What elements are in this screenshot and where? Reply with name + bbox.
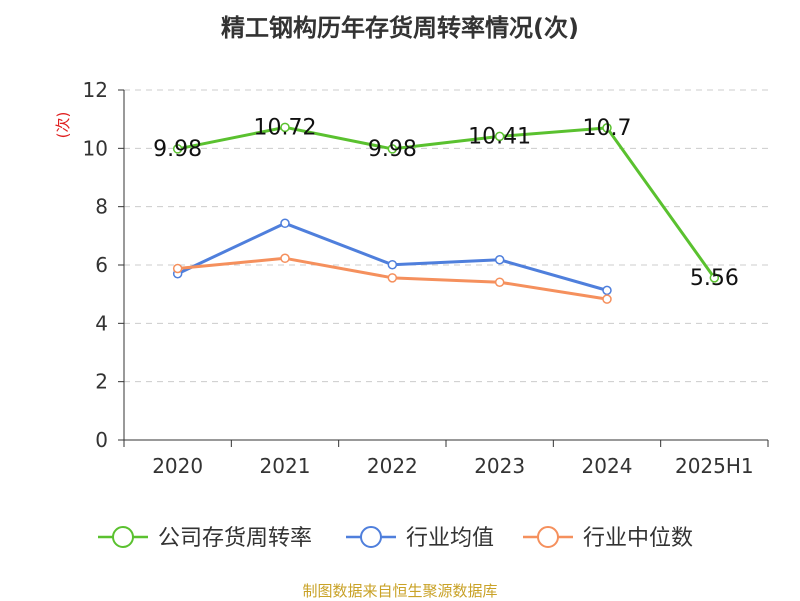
data-labels: 9.98 10.72 9.98 10.41 10.7 5.56 xyxy=(153,115,739,291)
y-tick-label: 4 xyxy=(95,311,108,335)
data-point xyxy=(280,218,290,229)
data-point xyxy=(494,277,505,287)
legend-label: 公司存货周转率 xyxy=(158,526,312,551)
y-tick-label: 0 xyxy=(95,428,108,452)
data-label: 10.7 xyxy=(583,116,632,141)
y-tick-label: 8 xyxy=(95,195,108,219)
data-point xyxy=(387,259,398,270)
y-tick-label: 10 xyxy=(83,136,108,160)
x-tick-label: 2021 xyxy=(260,454,311,478)
data-point xyxy=(387,273,398,283)
data-label: 5.56 xyxy=(690,266,739,291)
data-point xyxy=(280,122,290,133)
data-label: 9.98 xyxy=(153,137,202,162)
data-point xyxy=(494,131,505,142)
data-point xyxy=(602,123,612,133)
data-label: 10.72 xyxy=(254,115,317,140)
series-line xyxy=(177,125,716,279)
grid-lines xyxy=(124,89,768,383)
data-label: 9.98 xyxy=(368,137,417,162)
data-point xyxy=(494,255,505,265)
legend-swatch-marker xyxy=(360,526,382,548)
legend-label: 行业均值 xyxy=(406,526,494,551)
y-tick-label: 2 xyxy=(95,370,108,394)
x-tick-label: 2025H1 xyxy=(675,454,754,478)
data-point xyxy=(387,144,398,154)
legend-swatch-marker xyxy=(112,526,134,548)
x-tick-label: 2024 xyxy=(582,454,633,478)
legend-swatch-marker xyxy=(537,526,559,548)
data-point xyxy=(172,263,183,274)
data-point xyxy=(172,144,183,154)
legend: 公司存货周转率 行业均值 行业中位数 xyxy=(98,526,693,551)
data-point xyxy=(280,253,290,264)
data-point xyxy=(709,273,720,283)
y-tick-label: 6 xyxy=(95,253,108,277)
y-axis-label: (次) xyxy=(54,112,72,139)
chart-title: 精工钢构历年存货周转率情况(次) xyxy=(221,14,579,42)
axes: 0 2 4 6 8 10 12 2020 2021 2022 2023 2024 2025H1 (次) xyxy=(54,78,769,478)
data-label: 10.41 xyxy=(468,124,531,149)
data-point xyxy=(602,285,612,296)
x-tick-label: 2022 xyxy=(367,454,418,478)
source-note: 制图数据来自恒生聚源数据库 xyxy=(302,582,498,600)
legend-label: 行业中位数 xyxy=(583,526,693,551)
x-tick-label: 2023 xyxy=(474,454,525,478)
y-tick-label: 12 xyxy=(83,78,108,102)
x-tick-label: 2020 xyxy=(152,454,203,478)
series-lines xyxy=(172,122,720,304)
data-point xyxy=(602,294,612,304)
